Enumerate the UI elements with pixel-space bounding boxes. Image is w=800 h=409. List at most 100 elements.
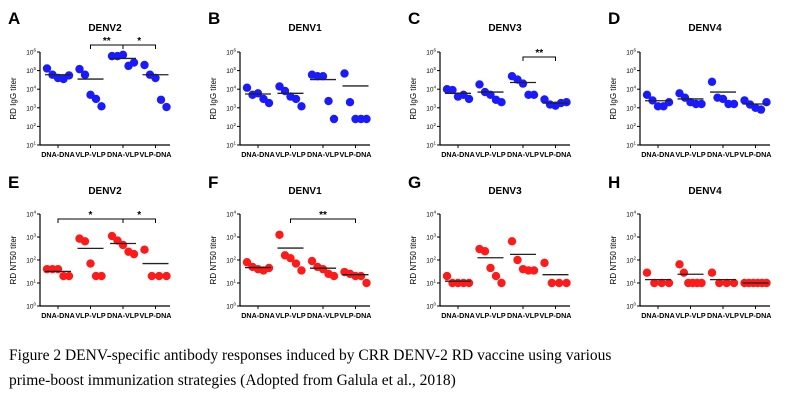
y-tick-exponent: 2 [633,122,636,127]
data-point [291,94,301,104]
y-tick-label: 101 [626,279,636,288]
y-axis-label: RD NT50 titer [409,235,418,284]
x-tick-label: VLP-VLP [275,150,306,159]
y-tick-label: 102 [626,256,636,265]
significance-bracket [122,218,156,223]
y-tick-exponent: 0 [233,302,236,307]
data-point [679,268,689,277]
y-tick-label: 104 [426,210,436,219]
y-tick-exponent: 2 [233,122,236,127]
y-tick-exponent: 4 [33,85,36,90]
y-tick-exponent: 1 [433,279,436,284]
panel-c: C DENV3 RD IgG titer 101 102 103 104 105 106 DNA-… [408,9,571,159]
data-point [707,268,717,277]
x-tick-label: VLP-DNA [540,150,572,159]
y-tick-exponent: 5 [33,66,36,71]
y-tick-label: 105 [226,66,236,75]
data-point [562,98,571,107]
data-point [486,263,495,273]
data-point [291,259,301,268]
data-point [156,95,166,104]
data-point [340,69,349,78]
y-tick-label: 101 [426,141,436,150]
data-point [97,271,106,281]
y-tick-label: 106 [626,48,636,57]
y-tick-label: 101 [226,141,236,150]
y-axis-label: RD NT50 titer [209,235,218,284]
data-point [297,102,306,111]
data-point [642,268,652,277]
data-point [675,260,684,269]
y-axis-label: RD IgG titer [609,77,618,120]
data-point [318,264,328,274]
y-tick-exponent: 1 [633,279,636,284]
data-point [242,258,252,267]
y-tick-label: 105 [426,66,436,75]
data-point [324,96,333,106]
data-point [345,98,355,107]
panel-letter: G [408,173,421,192]
y-tick-exponent: 3 [633,233,636,238]
x-tick-label: VLP-VLP [75,311,106,320]
x-tick-label: DNA-DNA [441,311,475,320]
data-point [86,259,95,268]
panel-title: DENV3 [488,186,522,197]
y-tick-label: 101 [426,279,436,288]
y-tick-label: 103 [426,233,436,242]
panel-letter: A [8,9,20,28]
data-point [540,95,549,104]
data-point [562,278,571,288]
x-tick-label: DNA-VLP [307,311,339,320]
y-tick-exponent: 2 [633,256,636,261]
x-tick-label: VLP-VLP [275,311,306,320]
data-point [97,102,106,111]
y-tick-label: 100 [26,302,36,311]
y-tick-label: 104 [426,85,436,94]
y-tick-exponent: 2 [33,256,36,261]
y-tick-label: 104 [626,210,636,219]
x-tick-label: DNA-VLP [107,311,139,320]
data-point [657,278,666,288]
y-tick-exponent: 3 [633,103,636,108]
y-tick-label: 102 [226,256,236,265]
x-tick-label: DNA-DNA [441,150,475,159]
data-point [650,278,659,288]
y-tick-exponent: 4 [33,210,36,215]
x-tick-label: VLP-VLP [675,311,706,320]
y-tick-exponent: 4 [433,210,436,215]
data-point [448,85,457,95]
y-tick-label: 104 [626,85,636,94]
y-tick-label: 101 [26,279,36,288]
data-point [497,98,506,107]
y-tick-exponent: 2 [33,122,36,127]
data-point [91,94,101,104]
significance-label: ** [319,210,327,221]
data-point [275,230,284,239]
y-axis-label: RD IgG titer [9,77,18,120]
x-tick-label: DNA-DNA [41,311,75,320]
data-point [80,70,90,79]
panel-title: DENV1 [288,186,322,197]
y-tick-exponent: 6 [433,48,436,53]
x-tick-label: DNA-VLP [107,150,139,159]
data-point [42,64,52,73]
y-axis-label: RD NT50 titer [9,235,18,284]
y-tick-exponent: 3 [433,103,436,108]
y-tick-label: 102 [226,122,236,131]
y-tick-label: 105 [26,66,36,75]
significance-label: * [137,36,141,47]
x-tick-label: DNA-VLP [307,150,339,159]
data-point [253,89,263,98]
y-tick-label: 100 [626,302,636,311]
y-tick-label: 103 [626,233,636,242]
panel-letter: B [208,9,220,28]
y-tick-exponent: 4 [433,85,436,90]
x-tick-label: DNA-DNA [641,311,675,320]
data-point [362,278,371,288]
data-point [718,94,728,104]
panel-letter: D [608,9,620,28]
data-point [664,98,674,107]
figure-caption: Figure 2 DENV-specific antibody response… [9,343,789,393]
data-point [715,278,724,288]
